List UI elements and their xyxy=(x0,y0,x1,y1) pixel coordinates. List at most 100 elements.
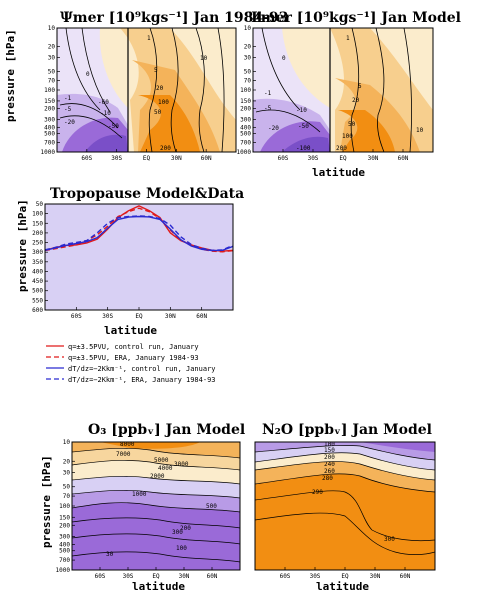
contour-label: -20 xyxy=(268,125,279,132)
y-tick-label: 150 xyxy=(32,220,43,227)
y-tick-label: 200 xyxy=(59,522,70,529)
x-tick-label: 60N xyxy=(201,155,212,162)
y-tick-label: 350 xyxy=(32,259,43,266)
contour-label: 0 xyxy=(86,71,90,78)
y-tick-label: 20 xyxy=(48,44,56,51)
contour-label: 500 xyxy=(206,503,217,510)
contour-label: -50 xyxy=(108,123,119,130)
y-tick-label: 400 xyxy=(59,542,70,549)
x-tick-label: 60S xyxy=(95,573,106,580)
x-tick-label: 30S xyxy=(308,155,319,162)
p4-contour xyxy=(72,447,240,459)
contour-label: -1 xyxy=(64,95,72,102)
y-tick-label: 1000 xyxy=(237,149,252,156)
x-tick-label: EQ xyxy=(143,155,151,162)
x-tick-label: 60S xyxy=(280,573,291,580)
x-tick-label: 30S xyxy=(310,573,321,580)
y-tick-label: 300 xyxy=(59,534,70,541)
contour-label: 10 xyxy=(200,55,208,62)
contour-label: 5 xyxy=(358,83,362,90)
contour-label: 290 xyxy=(312,489,323,496)
y-tick-label: 300 xyxy=(240,117,251,124)
contour-label: 100 xyxy=(324,441,335,448)
y-tick-label: 200 xyxy=(32,230,43,237)
y-tick-label: 50 xyxy=(48,68,56,75)
p1-contour xyxy=(81,28,111,113)
y-tick-label: 400 xyxy=(44,124,55,131)
y-tick-label: 70 xyxy=(48,77,56,84)
y-tick-label: 100 xyxy=(240,87,251,94)
x-tick-label: 30S xyxy=(123,573,134,580)
x-tick-label: 30N xyxy=(370,573,381,580)
tropopause-panel: Tropopause Model&Data pressure [hPa] lat… xyxy=(16,186,244,337)
y-tick-label: 250 xyxy=(32,240,43,247)
p1-x-ticks: 60S 30S EQ 30N 60N xyxy=(81,149,212,162)
p5-contour xyxy=(255,473,435,493)
y-tick-label: 20 xyxy=(244,44,252,51)
x-tick-label: 30S xyxy=(111,155,122,162)
x-tick-label: EQ xyxy=(339,155,347,162)
streamfunction-model-panel: Ψmer [10⁹kgs⁻¹] Jan Model 0 -1 -5 -10 -2… xyxy=(237,10,461,179)
y-tick-label: 500 xyxy=(240,130,251,137)
p3-title: Tropopause Model&Data xyxy=(50,186,244,202)
y-tick-label: 500 xyxy=(32,288,43,295)
y-tick-label: 450 xyxy=(32,278,43,285)
y-tick-label: 150 xyxy=(44,98,55,105)
p4-band xyxy=(72,442,240,458)
p4-contour xyxy=(72,502,240,513)
p2-contour xyxy=(350,28,360,152)
y-tick-label: 10 xyxy=(63,439,71,446)
legend-label: dT/dz=−2Kkm⁻¹, control run, January xyxy=(68,365,216,373)
y-tick-label: 50 xyxy=(36,201,44,208)
contour-label: 4000 xyxy=(158,465,173,472)
x-tick-label: EQ xyxy=(341,573,349,580)
p5-contour xyxy=(255,490,435,542)
x-tick-label: 60S xyxy=(81,155,92,162)
p3-xlabel: latitude xyxy=(104,324,157,337)
contour-label: -10 xyxy=(296,107,307,114)
p5-xlabel: latitude xyxy=(316,580,369,593)
contour-label: 2000 xyxy=(150,473,165,480)
p1-contour xyxy=(170,28,179,152)
contour-label: 20 xyxy=(352,97,360,104)
contour-label: 0 xyxy=(282,55,286,62)
p2-contour xyxy=(403,28,412,152)
x-tick-label: EQ xyxy=(152,573,160,580)
p2-x-ticks: 60S 30S EQ 30N 60N xyxy=(278,149,409,162)
contour-label: 30 xyxy=(106,551,114,558)
x-tick-label: 60N xyxy=(400,573,411,580)
y-tick-label: 500 xyxy=(59,548,70,555)
contour-label: -10 xyxy=(100,110,111,117)
y-tick-label: 700 xyxy=(240,139,251,146)
nitrous-oxide-panel: N₂O [ppbᵥ] Jan Model 100 150 200 240 260… xyxy=(254,422,436,593)
p1-contour xyxy=(59,115,123,139)
y-tick-label: 10 xyxy=(48,25,56,32)
p1-ylabel: pressure [hPa] xyxy=(4,29,17,122)
y-tick-label: 200 xyxy=(240,106,251,113)
y-tick-label: 30 xyxy=(48,55,56,62)
contour-label: 1 xyxy=(147,35,151,42)
contour-label: -5 xyxy=(64,106,72,113)
p1-title: Ψmer [10⁹kgs⁻¹] Jan 1984-93 xyxy=(60,10,288,26)
contour-label: 150 xyxy=(324,447,335,454)
p5-contour xyxy=(255,445,435,461)
y-tick-label: 1000 xyxy=(56,567,71,574)
p5-contour xyxy=(255,461,435,481)
y-tick-label: 400 xyxy=(32,268,43,275)
y-tick-label: 150 xyxy=(240,98,251,105)
p4-contour xyxy=(72,533,240,545)
p1-contour xyxy=(65,28,101,111)
p4-band xyxy=(100,442,200,449)
p2-contour xyxy=(261,28,301,111)
series-line-era-pv xyxy=(45,207,233,253)
streamfunction-era-panel: Ψmer [10⁹kgs⁻¹] Jan 1984-93 0 -1 -5 -10 … xyxy=(4,10,288,162)
x-tick-label: EQ xyxy=(135,313,143,320)
contour-label: 50 xyxy=(154,109,162,116)
contour-label: 20 xyxy=(156,85,164,92)
x-tick-label: 30N xyxy=(368,155,379,162)
x-tick-label: 60S xyxy=(71,313,82,320)
y-tick-label: 20 xyxy=(63,458,71,465)
contour-label: -100 xyxy=(296,145,311,152)
